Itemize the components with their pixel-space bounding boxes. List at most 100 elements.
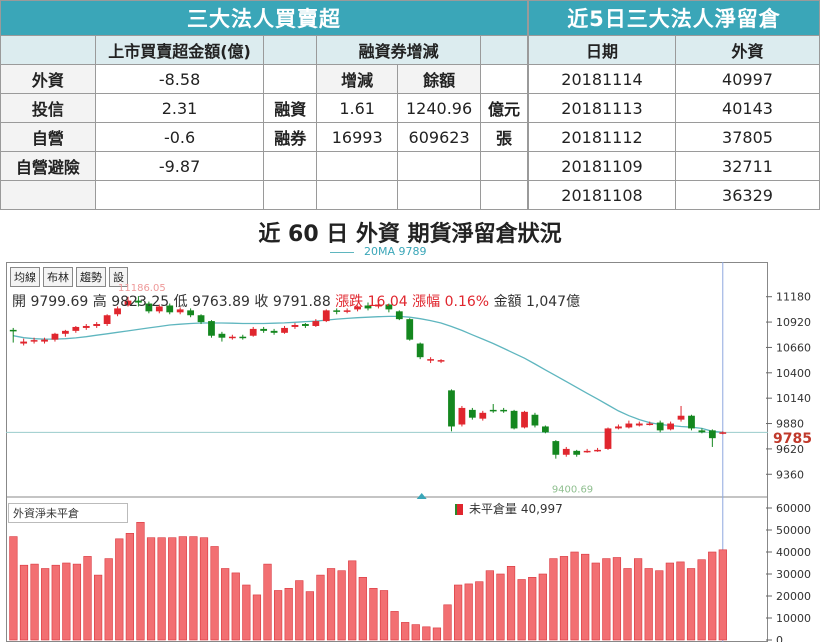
table2-head-date: 日期 xyxy=(528,35,676,65)
candle-body xyxy=(103,315,111,325)
oi-tick-label: 60000 xyxy=(776,502,811,515)
candle-body xyxy=(197,315,205,323)
oi-bar xyxy=(485,570,494,641)
candle-body xyxy=(583,450,591,453)
oi-bar xyxy=(358,576,367,641)
oi-bar xyxy=(157,537,166,641)
price-tick-label: 11180 xyxy=(776,291,811,304)
candle-body xyxy=(635,423,643,426)
candle-body xyxy=(656,422,664,431)
candle-body xyxy=(416,343,424,358)
settings-button[interactable]: 設 xyxy=(109,267,128,287)
open-value: 開 9799.69 xyxy=(12,294,89,310)
oi-bar xyxy=(115,538,124,641)
candle-body xyxy=(604,428,612,449)
candle-body xyxy=(82,325,90,328)
candle-body xyxy=(72,326,80,331)
price-tick-label: 9620 xyxy=(776,443,804,456)
oi-bar xyxy=(633,558,643,641)
oi-bar xyxy=(178,536,187,641)
table1-title: 三大法人買賣超 xyxy=(0,0,528,36)
scroll-marker-icon xyxy=(416,493,427,499)
candle-body xyxy=(364,305,372,309)
candle-body xyxy=(719,432,727,434)
candle-body xyxy=(468,409,476,418)
oi-legend: 未平倉量 40,997 xyxy=(455,500,563,517)
chart-title: 近 60 日 外資 期貨淨留倉狀況 xyxy=(258,222,562,247)
subhead-change: 增減 xyxy=(316,64,399,94)
candle-body xyxy=(208,321,215,336)
candle-body xyxy=(124,300,132,306)
candle-body xyxy=(395,311,403,320)
oi-tick-label: 30000 xyxy=(776,568,811,581)
oi-tick-label: 10000 xyxy=(776,612,811,625)
oi-bar xyxy=(189,536,198,641)
candle-body xyxy=(93,324,101,326)
candle-body xyxy=(500,409,508,412)
table2-title: 近5日三大法人淨留倉 xyxy=(528,0,820,36)
row-value: -9.87 xyxy=(94,151,265,181)
oi-bar xyxy=(686,568,696,641)
oi-bar xyxy=(612,557,622,641)
oi-bar xyxy=(475,581,484,641)
cell-empty xyxy=(316,180,399,210)
candle-body xyxy=(270,330,278,333)
oi-bar xyxy=(655,570,664,641)
bollinger-button[interactable]: 布林 xyxy=(43,267,73,287)
oi-bar xyxy=(316,574,325,641)
candle-body xyxy=(51,333,59,340)
candle-body xyxy=(281,327,288,333)
oi-bar xyxy=(718,549,727,641)
oi-bar xyxy=(337,570,346,641)
oi-bar xyxy=(432,627,442,641)
oi-bar xyxy=(665,562,674,641)
candle-body xyxy=(437,360,445,362)
oi-panel-label: 外資淨未平倉 xyxy=(8,503,128,523)
value-cell: 32711 xyxy=(675,151,820,181)
low-marker-label: 9400.69 xyxy=(552,484,593,495)
oi-bar xyxy=(591,562,600,641)
candle-body xyxy=(646,423,654,426)
oi-bar xyxy=(644,568,653,641)
oi-bar xyxy=(305,591,314,641)
candle-body xyxy=(458,407,466,425)
candle-body xyxy=(176,309,184,313)
candle-body xyxy=(489,409,497,412)
oi-bar xyxy=(51,564,60,641)
oi-tick-label: 40000 xyxy=(776,546,811,559)
oi-legend-text: 未平倉量 40,997 xyxy=(469,502,563,516)
high-marker-label: 11186.05 xyxy=(118,283,166,294)
row-label: 自營 xyxy=(0,122,96,152)
candle-body xyxy=(708,430,716,439)
price-tick-label: 10140 xyxy=(776,392,811,405)
oi-bar xyxy=(581,553,590,641)
value-cell: 40143 xyxy=(675,93,820,123)
net-position-table: 近5日三大法人淨留倉 日期 外資 20181114 40997 20181113 4… xyxy=(528,0,820,210)
oi-bar xyxy=(506,565,516,641)
oi-bar xyxy=(62,562,71,641)
margin-change: 1.61 xyxy=(316,93,399,123)
oi-bar xyxy=(708,551,717,641)
oi-bar xyxy=(390,611,399,641)
cell-empty xyxy=(94,180,265,210)
oi-bar xyxy=(443,604,452,641)
value-cell: 40997 xyxy=(675,64,820,94)
candle-body xyxy=(30,340,38,342)
row-label: 自營避險 xyxy=(0,151,96,181)
candle-body xyxy=(385,304,393,310)
cell-empty xyxy=(397,151,482,181)
candle-body xyxy=(20,341,28,344)
trend-button[interactable]: 趨勢 xyxy=(76,267,106,287)
short-label: 融券 xyxy=(263,122,318,152)
candle-body xyxy=(448,390,455,427)
oi-bar xyxy=(422,626,431,641)
ma-button[interactable]: 均線 xyxy=(10,267,40,287)
oi-bar xyxy=(326,568,336,641)
oi-bar xyxy=(676,561,685,641)
oi-bar xyxy=(559,556,569,641)
price-tick-label: 10400 xyxy=(776,367,811,380)
institutional-table: 三大法人買賣超 上市買賣超金額(億) 融資券增減 外資 -8.58 增減 餘額 … xyxy=(0,0,528,210)
oi-bar xyxy=(104,558,113,641)
oi-tick-label: 0 xyxy=(776,634,783,642)
oi-bar xyxy=(93,574,103,641)
